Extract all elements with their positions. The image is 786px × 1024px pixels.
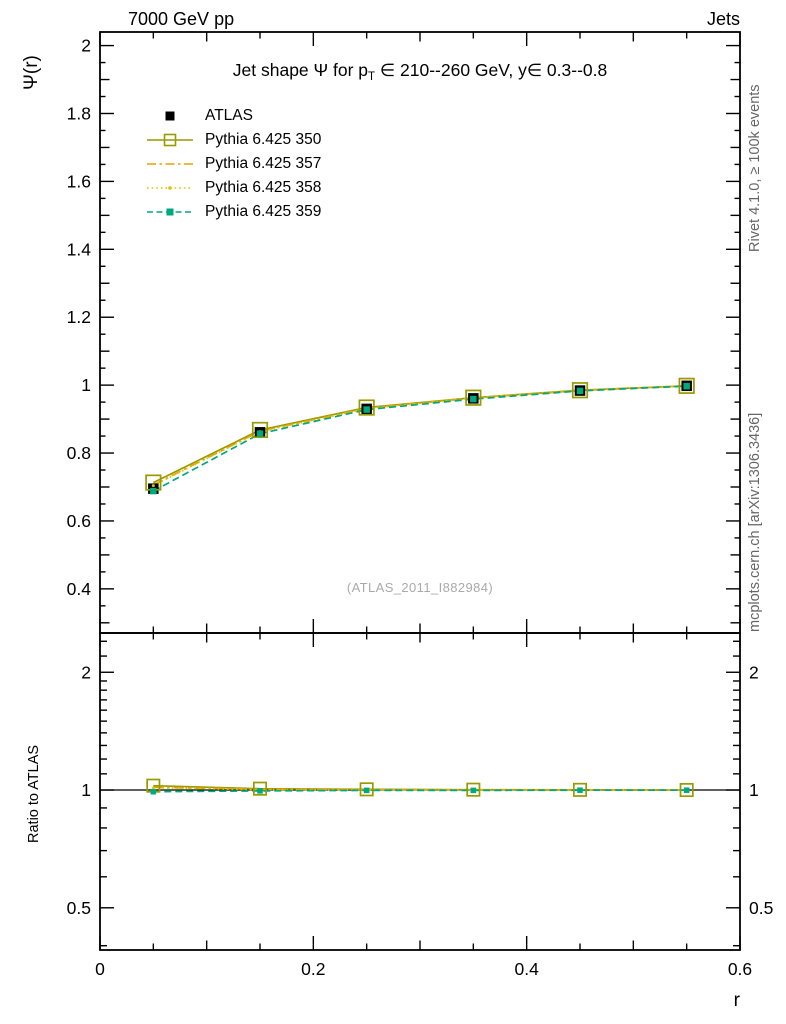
y-axis-label-ratio: Ratio to ATLAS bbox=[26, 744, 42, 843]
title-subscript: T bbox=[368, 71, 376, 83]
legend-label-pythia-358: Pythia 6.425 358 bbox=[205, 179, 322, 196]
series-lines bbox=[152, 384, 687, 793]
legend-item-pythia-358: Pythia 6.425 358 bbox=[146, 176, 321, 200]
svg-text:1: 1 bbox=[81, 375, 91, 395]
legend-item-pythia-359: Pythia 6.425 359 bbox=[146, 200, 321, 224]
svg-text:0.8: 0.8 bbox=[67, 443, 91, 463]
marker-pythia-6-425-359 bbox=[470, 787, 477, 794]
marker-pythia-6-425-359 bbox=[577, 787, 583, 793]
svg-text:0.5: 0.5 bbox=[67, 898, 91, 918]
legend: ATLAS Pythia 6.425 350 Pythia 6.425 357 … bbox=[146, 104, 321, 224]
line-main-pythia-6-425-359 bbox=[152, 385, 687, 492]
mcplots-credit-label: mcplots.cern.ch [arXiv:1306.3436] bbox=[747, 412, 763, 632]
marker-pythia-6-425-359 bbox=[256, 430, 264, 437]
svg-text:0.4: 0.4 bbox=[515, 959, 540, 979]
svg-text:2: 2 bbox=[81, 36, 91, 56]
ratio-panel-frame bbox=[99, 632, 741, 951]
marker-pythia-6-425-350 bbox=[678, 377, 695, 394]
svg-text:1.6: 1.6 bbox=[67, 171, 91, 191]
svg-text:2: 2 bbox=[749, 662, 759, 682]
marker-pythia-6-425-359 bbox=[363, 406, 370, 413]
svg-text:0.6: 0.6 bbox=[67, 511, 91, 531]
marker-pythia-6-425-359 bbox=[150, 788, 157, 795]
marker-pythia-6-425-350 bbox=[679, 783, 694, 798]
svg-text:0.4: 0.4 bbox=[67, 579, 92, 599]
x-axis-label: r bbox=[733, 990, 740, 1011]
svg-text:1: 1 bbox=[749, 780, 759, 800]
dotted-line-icon bbox=[147, 186, 193, 190]
title-part1: Jet shape Ψ for p bbox=[232, 60, 369, 80]
marker-pythia-6-425-350 bbox=[252, 781, 268, 796]
marker-pythia-6-425-350 bbox=[466, 782, 481, 797]
marker-pythia-6-425-350 bbox=[571, 382, 589, 399]
marker-pythia-6-425-350 bbox=[572, 782, 588, 797]
svg-text:2: 2 bbox=[81, 662, 91, 682]
marker-pythia-6-425-359 bbox=[470, 395, 477, 403]
line-main-pythia-6-425-357 bbox=[152, 384, 687, 486]
svg-text:0.5: 0.5 bbox=[749, 898, 773, 918]
legend-label-atlas: ATLAS bbox=[205, 107, 253, 124]
marker-pythia-6-425-359 bbox=[576, 387, 584, 395]
title-part2: ∈ 210--260 GeV, y∈ 0.3--0.8 bbox=[375, 60, 608, 80]
plot-title: Jet shape Ψ for pT ∈ 210--260 GeV, y∈ 0.… bbox=[100, 60, 740, 83]
marker-pythia-6-425-350 bbox=[359, 782, 374, 797]
legend-label-pythia-359: Pythia 6.425 359 bbox=[205, 203, 322, 220]
marker-pythia-6-425-358 bbox=[152, 786, 155, 790]
line-ratio-pythia-6-425-358 bbox=[153, 786, 687, 791]
panel-frames bbox=[99, 31, 741, 951]
legend-item-atlas: ATLAS bbox=[146, 104, 321, 128]
svg-text:0.2: 0.2 bbox=[301, 959, 325, 979]
legend-item-pythia-357: Pythia 6.425 357 bbox=[146, 152, 321, 176]
beam-energy-label: 7000 GeV pp bbox=[128, 9, 235, 29]
marker-pythia-6-425-359 bbox=[257, 788, 263, 794]
line-main-pythia-6-425-358 bbox=[152, 384, 687, 487]
marker-pythia-6-425-359 bbox=[683, 787, 690, 793]
marker-pythia-6-425-359 bbox=[683, 382, 690, 390]
line-ratio-pythia-6-425-359 bbox=[153, 789, 687, 793]
y-axis-label-main: Ψ(r) bbox=[21, 55, 42, 90]
svg-text:1.2: 1.2 bbox=[67, 307, 91, 327]
marker-pythia-6-425-359 bbox=[150, 487, 157, 495]
marker-pythia-6-425-350 bbox=[251, 421, 269, 439]
rivet-version-label: Rivet 4.1.0, ≥ 100k events bbox=[747, 84, 763, 252]
line-main-pythia-6-425-350 bbox=[152, 384, 687, 484]
legend-label-pythia-350: Pythia 6.425 350 bbox=[205, 131, 322, 148]
process-label: Jets bbox=[706, 9, 740, 29]
tick-labels: 0 0.2 0.4 0.6 0.4 0.6 0.8 1 1.2 1.4 1.6 1.8 2 0.5 0.5 1… bbox=[67, 36, 774, 979]
svg-text:1.8: 1.8 bbox=[67, 103, 91, 123]
svg-text:0.6: 0.6 bbox=[728, 959, 752, 979]
svg-text:0: 0 bbox=[95, 959, 105, 979]
axis-ticks bbox=[99, 32, 741, 950]
solid-line-open-square-icon bbox=[147, 133, 193, 147]
series-markers bbox=[145, 377, 695, 798]
dashdot-line-icon bbox=[147, 163, 193, 165]
marker-pythia-6-425-358 bbox=[151, 484, 155, 488]
atlas-filled-square-icon bbox=[165, 111, 175, 121]
svg-text:1.4: 1.4 bbox=[67, 239, 92, 259]
legend-item-pythia-350: Pythia 6.425 350 bbox=[146, 128, 321, 152]
marker-pythia-6-425-350 bbox=[465, 389, 482, 406]
marker-pythia-6-425-359 bbox=[363, 787, 370, 794]
svg-text:1: 1 bbox=[81, 780, 91, 800]
dashed-line-filled-square-icon bbox=[147, 208, 193, 216]
legend-label-pythia-357: Pythia 6.425 357 bbox=[205, 155, 322, 172]
marker-pythia-6-425-350 bbox=[358, 399, 375, 416]
analysis-id-watermark: (ATLAS_2011_I882984) bbox=[346, 580, 494, 595]
